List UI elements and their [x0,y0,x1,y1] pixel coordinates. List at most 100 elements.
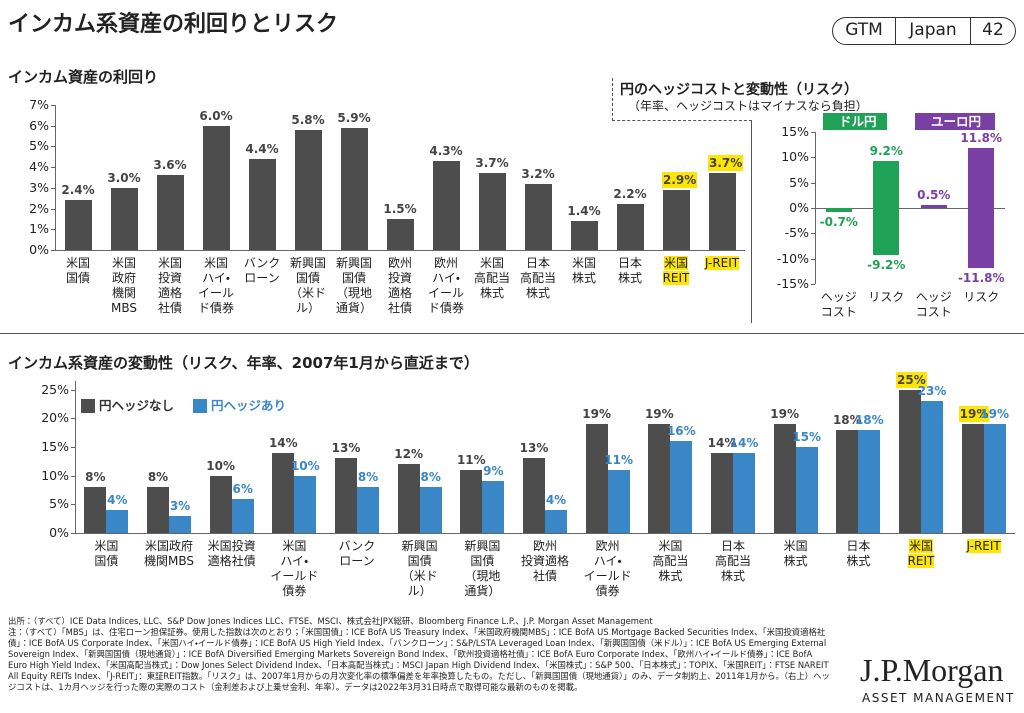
bar [386,218,414,250]
x-axis [55,250,745,251]
bar [294,475,317,533]
badge: GTM Japan 42 [832,17,1016,45]
y-tick-label: 5% [29,138,49,154]
x-tick-label: 新興国 国債 （現地 通貨） [464,539,501,598]
legend-label: 円ヘッジなし [99,398,175,413]
bar [248,158,276,250]
bar [432,160,460,250]
bar [523,458,545,533]
value-label: 3.0% [107,170,141,185]
x-tick-label: リスク [868,290,905,304]
value-label: 11.8% [960,131,1003,146]
y-tick-label: 0% [49,525,69,540]
chart-title: インカム系資産の変動性（リスク、年率、2007年1月から直近まで） [8,354,479,372]
value-label: 13% [331,441,361,456]
y-tick-label: 5% [789,174,809,190]
legend-swatch: ドル円 [823,113,887,130]
y-tick [811,258,815,260]
value-label: 6% [232,481,253,496]
y-tick-label: 20% [41,410,69,426]
value-label: 11% [604,452,634,467]
y-tick [51,167,55,169]
y-tick [811,182,815,184]
y-tick [811,157,815,159]
x-tick-label: 日本 株式 [617,256,642,285]
bar [616,204,644,250]
bar [961,424,984,533]
y-tick-label: 6% [29,117,49,133]
value-label: 19% [958,406,990,423]
value-label: 4.3% [429,143,463,158]
bar [169,515,191,533]
x-tick-label: リスク [963,290,1000,304]
value-label: 3.2% [521,166,555,181]
value-label: 19% [980,407,1010,422]
y-tick [51,208,55,210]
bar [110,187,138,250]
bar [478,173,506,250]
y-tick [51,125,55,127]
divider [751,121,752,323]
bar [773,424,796,533]
bar [873,161,900,255]
x-tick-label: 米国 REIT [886,539,957,569]
y-tick-label: 7% [29,97,49,112]
x-axis [75,533,1015,534]
x-tick-label: 米国 国債 [65,256,90,285]
value-label: 4% [545,493,567,508]
bar [106,510,129,533]
y-tick [71,446,75,448]
x-tick-label: 欧州 投資適格 社債 [520,539,569,583]
y-tick-label: 15% [41,438,69,454]
y-tick [51,250,55,251]
x-tick-label: ヘッジ コスト [915,290,952,319]
chart-title: インカム資産の利回り [8,68,159,86]
value-label: 15% [792,429,822,444]
y-tick-label: 0% [29,242,49,257]
y-tick [811,284,815,285]
x-tick-label: ヘッジ コスト [820,290,857,319]
highlight: 米国 REIT [907,539,935,568]
badge-text: 42 [982,20,1004,40]
value-label: 8% [357,470,379,485]
x-tick-label: 欧州 ハイ・ イールド 債券 [583,539,632,598]
y-axis [55,105,56,250]
bar [335,458,357,533]
x-tick-label: バンク ローン [338,539,376,568]
x-tick-label: 米国 高配当 株式 [652,539,689,583]
y-tick [811,233,815,235]
bar [662,189,690,250]
value-label: 19% [582,407,612,422]
value-label: 0.5% [917,188,951,203]
value-label: 5.8% [291,112,325,127]
y-tick-label: 10% [781,149,809,165]
legend-label: 円ヘッジあり [211,398,287,413]
bar [920,205,947,208]
bar [899,389,921,533]
y-tick [811,132,815,133]
bar [231,498,254,533]
legend-swatch [81,399,95,413]
logo: J.P.Morgan [860,652,1004,688]
bar [272,452,295,533]
bar [482,481,505,533]
value-label: 8% [420,470,441,485]
bar [795,446,818,533]
x-tick-label: 日本 高配当 株式 [714,539,751,583]
bar [968,148,995,268]
y-tick-label: 10% [41,467,69,483]
value-label: 8% [85,470,106,485]
value-label: 2.9% [662,171,698,188]
bar [858,429,881,533]
x-tick-label: J-REIT [695,256,749,271]
value-label: 3.7% [708,155,744,172]
value-label: 14% [268,435,298,450]
y-tick [71,418,75,420]
value-label: 1.4% [567,204,601,218]
x-tick-label: 米国 政府 機関 MBS [111,256,137,315]
y-tick [811,208,815,209]
badge-text: GTM [833,18,896,44]
dashed-frame [612,78,752,121]
y-tick-label: 25% [41,381,69,397]
